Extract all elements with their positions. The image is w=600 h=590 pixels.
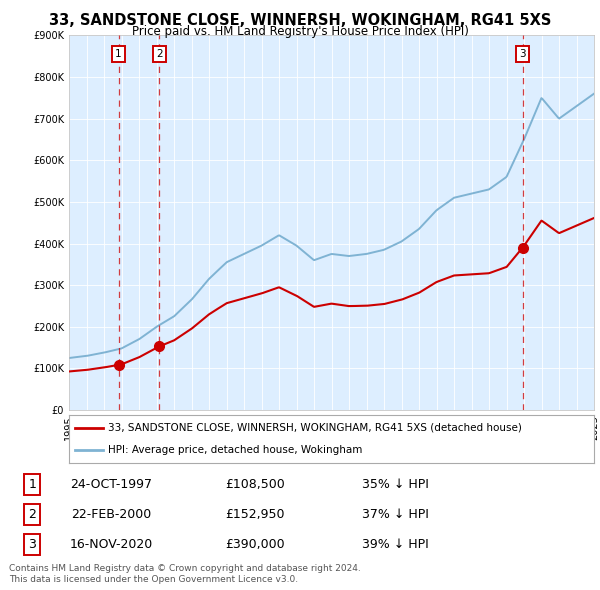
Text: 37% ↓ HPI: 37% ↓ HPI bbox=[362, 509, 428, 522]
Text: 16-NOV-2020: 16-NOV-2020 bbox=[70, 539, 153, 552]
Text: 33, SANDSTONE CLOSE, WINNERSH, WOKINGHAM, RG41 5XS: 33, SANDSTONE CLOSE, WINNERSH, WOKINGHAM… bbox=[49, 13, 551, 28]
Text: £108,500: £108,500 bbox=[225, 478, 284, 491]
Text: 22-FEB-2000: 22-FEB-2000 bbox=[71, 509, 151, 522]
Text: This data is licensed under the Open Government Licence v3.0.: This data is licensed under the Open Gov… bbox=[9, 575, 298, 584]
Text: £390,000: £390,000 bbox=[225, 539, 284, 552]
Text: £152,950: £152,950 bbox=[225, 509, 284, 522]
Text: 24-OCT-1997: 24-OCT-1997 bbox=[70, 478, 152, 491]
Text: 1: 1 bbox=[115, 49, 122, 59]
Text: HPI: Average price, detached house, Wokingham: HPI: Average price, detached house, Woki… bbox=[109, 445, 363, 455]
Text: 39% ↓ HPI: 39% ↓ HPI bbox=[362, 539, 428, 552]
Text: Price paid vs. HM Land Registry's House Price Index (HPI): Price paid vs. HM Land Registry's House … bbox=[131, 25, 469, 38]
Text: 3: 3 bbox=[28, 539, 37, 552]
Text: 1: 1 bbox=[28, 478, 37, 491]
Text: Contains HM Land Registry data © Crown copyright and database right 2024.: Contains HM Land Registry data © Crown c… bbox=[9, 565, 361, 573]
Text: 3: 3 bbox=[519, 49, 526, 59]
Text: 2: 2 bbox=[28, 509, 37, 522]
Text: 33, SANDSTONE CLOSE, WINNERSH, WOKINGHAM, RG41 5XS (detached house): 33, SANDSTONE CLOSE, WINNERSH, WOKINGHAM… bbox=[109, 423, 522, 433]
Text: 35% ↓ HPI: 35% ↓ HPI bbox=[362, 478, 428, 491]
Text: 2: 2 bbox=[156, 49, 163, 59]
